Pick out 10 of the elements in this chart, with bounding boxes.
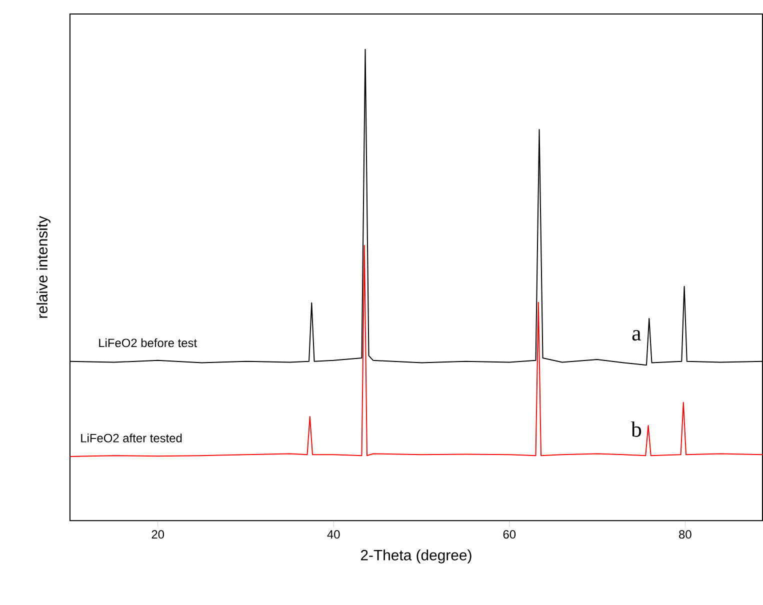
series-label: LiFeO2 before test	[99, 338, 197, 348]
x-tick-label: 20	[152, 530, 164, 539]
x-tick-label: 40	[327, 530, 340, 539]
x-tick-label: 80	[679, 530, 692, 539]
annotation: b	[630, 422, 642, 438]
x-tick-label: 60	[503, 530, 516, 539]
x-axis-title: 2-Theta (degree)	[360, 550, 472, 564]
series-label: LiFeO2 after tested	[81, 434, 182, 443]
y-axis-title: relaive intensity	[36, 216, 50, 318]
annotation: a	[632, 330, 642, 341]
